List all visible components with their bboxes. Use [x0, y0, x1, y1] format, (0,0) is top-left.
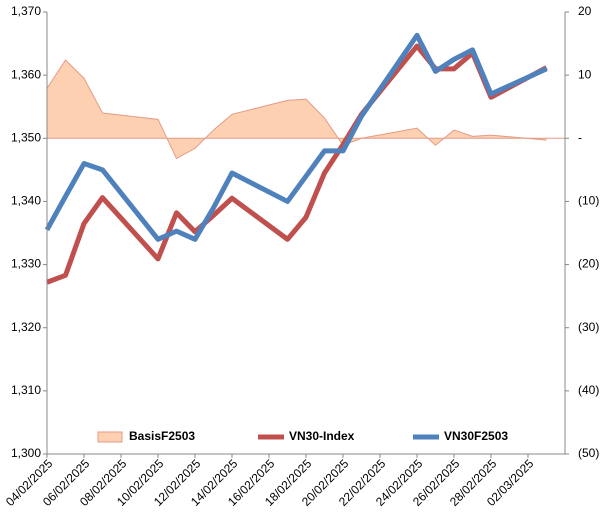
y-tick-label: 1,310	[11, 383, 41, 397]
y2-tick-label: (40)	[578, 383, 599, 397]
y-tick-label: 1,360	[11, 67, 41, 81]
y-tick-label: 1,300	[11, 446, 41, 460]
y2-tick-label: (30)	[578, 320, 599, 334]
y2-tick-label: (50)	[578, 446, 599, 460]
y-tick-label: 1,330	[11, 257, 41, 271]
y2-tick-label: (10)	[578, 194, 599, 208]
legend-label: VN30-Index	[289, 429, 355, 443]
y-tick-label: 1,340	[11, 194, 41, 208]
y-tick-label: 1,370	[11, 4, 41, 18]
y-tick-label: 1,320	[11, 320, 41, 334]
legend-label: VN30F2503	[444, 429, 508, 443]
y2-tick-label: 10	[578, 67, 592, 81]
basis-edge	[46, 59, 547, 160]
series-line	[46, 43, 548, 285]
basis-area	[47, 59, 547, 159]
legend-swatch	[97, 431, 123, 443]
y-tick-label: 1,350	[11, 130, 41, 144]
legend-label: BasisF2503	[129, 429, 195, 443]
y2-tick-label: (20)	[578, 257, 599, 271]
y2-tick-label: -	[578, 130, 582, 144]
series-line	[44, 32, 548, 242]
y2-tick-label: 20	[578, 4, 592, 18]
